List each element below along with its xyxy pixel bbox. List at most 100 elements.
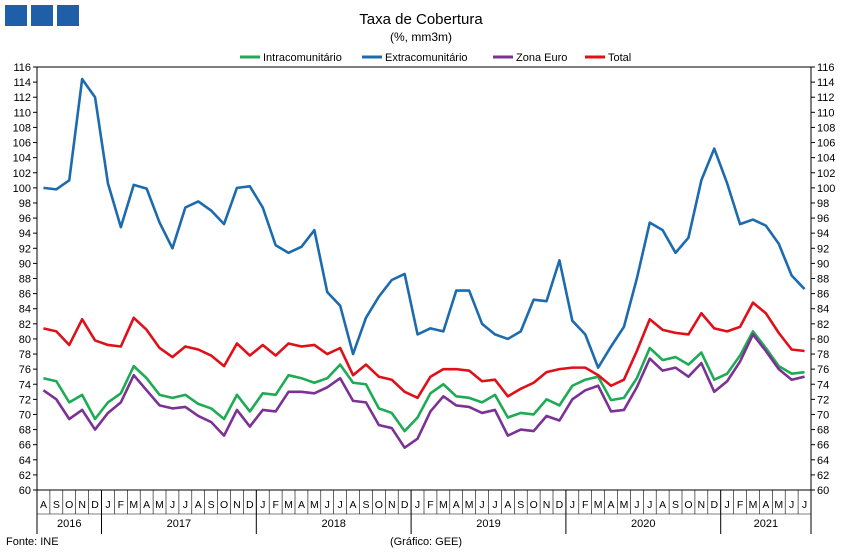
month-label: J [479,499,484,511]
legend: Intracomunitário Extracomunitário Zona Eur… [240,52,631,64]
month-label: M [774,499,783,511]
y-tick-label-right: 78 [817,349,829,361]
y-tick-label-left: 94 [19,228,31,240]
y-tick-label-left: 88 [19,274,31,286]
y-tick-label-left: 110 [13,107,31,119]
y-tick-label-right: 92 [817,243,829,255]
year-label: 2021 [754,518,778,530]
month-label: N [543,499,551,511]
month-label: J [325,499,330,511]
chart-subtitle: (%, mm3m) [390,30,452,44]
y-tick-label-right: 94 [817,228,829,240]
y-tick-label-right: 110 [817,107,835,119]
y-tick-label-left: 114 [13,77,31,89]
month-label: M [129,499,138,511]
month-label: D [246,499,254,511]
month-label: J [260,499,265,511]
month-label: A [143,499,150,511]
y-tick-label-right: 102 [817,168,835,180]
month-label: A [504,499,511,511]
month-label: F [118,499,124,511]
logo-squares [5,5,79,26]
y-tick-label-left: 92 [19,243,31,255]
month-label: O [530,499,538,511]
y-tick-label-left: 108 [13,122,31,134]
y-tick-label-left: 60 [19,485,31,497]
y-tick-label-left: 72 [19,394,31,406]
y-tick-label-right: 84 [817,304,829,316]
year-label: 2018 [321,518,345,530]
y-tick-label-right: 86 [817,289,829,301]
y-tick-label-left: 82 [19,319,31,331]
month-label: J [634,499,639,511]
month-label: O [220,499,228,511]
legend-label-zona-euro: Zona Euro [516,52,567,64]
month-label: A [195,499,202,511]
month-label: F [272,499,278,511]
series-line-intracomunitario [43,330,805,433]
y-tick-label-left: 104 [13,153,31,165]
y-tick-label-right: 74 [817,379,829,391]
month-label: M [594,499,603,511]
month-label: F [737,499,743,511]
month-label: N [388,499,396,511]
year-label: 2016 [57,518,81,530]
y-tick-label-right: 62 [817,470,829,482]
month-label: M [439,499,448,511]
year-label: 2020 [631,518,655,530]
y-tick-label-right: 116 [817,62,835,74]
y-tick-label-left: 70 [19,409,31,421]
y-tick-label-left: 78 [19,349,31,361]
y-tick-label-right: 82 [817,319,829,331]
month-label: D [556,499,564,511]
y-tick-label-left: 98 [19,198,31,210]
y-tick-label-left: 112 [13,92,31,104]
month-label: M [310,499,319,511]
month-label: J [570,499,575,511]
y-tick-label-left: 84 [19,304,31,316]
month-label: J [183,499,188,511]
y-tick-label-left: 66 [19,440,31,452]
y-tick-label-right: 88 [817,274,829,286]
axes: 60 60 62 62 64 64 66 66 68 68 70 70 72 72 74 74 76 76 78 78… [13,62,835,534]
y-tick-label-right: 68 [817,425,829,437]
y-tick-label-left: 96 [19,213,31,225]
y-tick-label-right: 66 [817,440,829,452]
month-label: J [492,499,497,511]
month-label: S [362,499,369,511]
month-label: D [710,499,718,511]
month-label: J [725,499,730,511]
month-label: J [802,499,807,511]
y-tick-label-left: 116 [13,62,31,74]
month-label: D [401,499,409,511]
month-label: J [415,499,420,511]
y-tick-label-right: 98 [817,198,829,210]
y-tick-label-left: 102 [13,168,31,180]
month-label: A [453,499,460,511]
y-tick-label-left: 74 [19,379,31,391]
logo-square-3 [57,5,79,26]
month-label: M [284,499,293,511]
month-label: J [338,499,343,511]
y-tick-label-left: 106 [13,138,31,150]
month-label: J [789,499,794,511]
y-tick-label-right: 106 [817,138,835,150]
source-note: Fonte: INE [6,536,59,548]
month-label: O [65,499,73,511]
y-tick-label-right: 112 [817,92,835,104]
year-label: 2019 [476,518,500,530]
month-label: N [233,499,241,511]
y-tick-label-left: 80 [19,334,31,346]
chart-title: Taxa de Cobertura [359,11,483,28]
y-tick-label-right: 76 [817,364,829,376]
year-label: 2017 [167,518,191,530]
month-label: A [40,499,47,511]
y-tick-label-right: 70 [817,409,829,421]
y-tick-label-right: 100 [817,183,835,195]
series-line-extracomunitario [43,77,806,369]
y-tick-label-right: 114 [817,77,835,89]
month-label: A [659,499,666,511]
month-label: M [749,499,758,511]
month-label: N [78,499,86,511]
